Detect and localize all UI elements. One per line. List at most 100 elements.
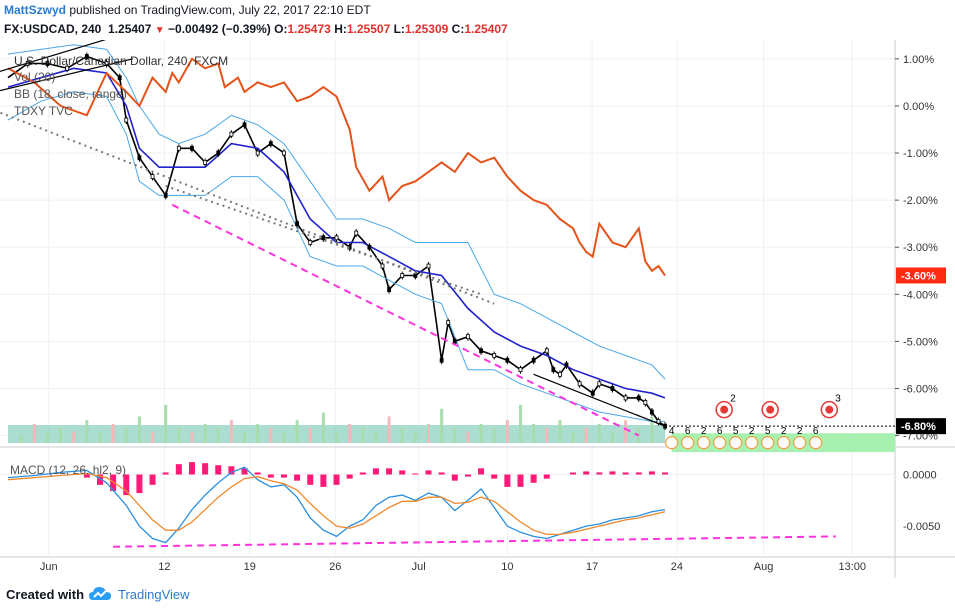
macd-histogram-bar <box>83 474 90 478</box>
open-value: 1.25473 <box>287 22 331 36</box>
trendline <box>171 203 640 437</box>
macd-histogram-bar <box>530 474 537 483</box>
price-tick-label: -1.00% <box>903 148 938 160</box>
macd-histogram-bar <box>504 474 511 487</box>
high-value: 1.25507 <box>346 22 391 36</box>
macd-histogram-bar <box>635 472 642 475</box>
macd-histogram-bar <box>491 474 498 479</box>
volume-bar <box>203 424 207 443</box>
price-tick-label: -3.00% <box>903 242 938 254</box>
volume-legend[interactable]: Vol (20) <box>14 70 55 84</box>
macd-histogram-bar <box>648 471 655 475</box>
volume-bar <box>256 424 260 443</box>
event-marker <box>745 436 759 450</box>
maple-leaf-icon <box>825 405 834 414</box>
volume-bar <box>558 420 562 443</box>
volume-bar <box>348 424 352 443</box>
event-count: 4 <box>669 426 675 437</box>
volume-bar <box>624 420 628 443</box>
candle-body <box>124 117 129 123</box>
macd-histogram-bar <box>254 472 261 475</box>
main-legend[interactable]: U.S. Dollar/Canadian Dollar, 240, FXCM <box>14 54 228 68</box>
volume-bar <box>427 424 431 443</box>
macd-tick-label: 0.0000 <box>903 470 937 482</box>
candle-body <box>380 263 385 269</box>
volume-bar <box>295 420 299 443</box>
volume-bar <box>190 431 194 443</box>
price-change: −0.00492 (−0.39%) <box>168 22 271 36</box>
candle-body <box>203 160 208 165</box>
candle-body <box>387 287 391 292</box>
macd-histogram-bar <box>399 470 406 475</box>
publish-text: published on TradingView.com, July 22, 2… <box>69 3 371 17</box>
macd-histogram-bar <box>333 474 340 485</box>
macd-line <box>7 466 666 544</box>
candle-body <box>577 381 582 387</box>
tradingview-link[interactable]: TradingView <box>118 587 190 602</box>
candle-body <box>308 240 313 245</box>
volume-bar <box>610 431 614 443</box>
volume-bar <box>571 431 575 443</box>
volume-bar <box>518 405 522 443</box>
macd-legend[interactable]: MACD (12, 26, hl2, 9) <box>10 463 126 477</box>
macd-histogram-bar <box>294 474 301 481</box>
volume-bar <box>19 435 23 443</box>
tradingview-cloud-icon <box>89 587 111 600</box>
macd-histogram-bar <box>267 474 274 478</box>
volume-bar <box>400 427 404 443</box>
macd-histogram-bar <box>123 474 130 496</box>
price-last-label-bg <box>896 418 946 435</box>
event-count: 2 <box>749 426 755 437</box>
price-tick-label: -6.00% <box>903 383 938 395</box>
created-with-text: Created with <box>6 587 85 602</box>
volume-bar <box>85 420 89 443</box>
macd-histogram-bar <box>175 464 182 475</box>
time-tick-label: 19 <box>244 561 256 573</box>
event-marker <box>761 436 775 450</box>
macd-histogram-bar <box>228 466 235 475</box>
volume-bar <box>45 431 49 443</box>
volume-bar <box>321 412 325 443</box>
bb-upper-band <box>7 44 666 380</box>
symbol-label[interactable]: FX:USDCAD, 240 <box>4 22 102 36</box>
candle-body <box>117 75 122 81</box>
candle-body <box>321 235 326 241</box>
maple-leaf-icon <box>766 405 775 414</box>
volume-bar <box>374 431 378 443</box>
candle-body <box>479 348 483 354</box>
volume-bar <box>98 431 102 443</box>
macd-histogram-bar <box>215 465 222 475</box>
volume-bar <box>413 431 417 443</box>
time-tick-label: 13:00 <box>839 561 867 573</box>
last-price: 1.25407 <box>108 22 152 36</box>
price-tick-label: 0.00% <box>903 101 934 113</box>
author-link[interactable]: MattSzwyd <box>4 3 67 17</box>
time-tick-label: 26 <box>329 561 341 573</box>
candle-body <box>242 122 247 128</box>
compare-legend[interactable]: TDXY TVC <box>14 104 73 118</box>
macd-histogram-bar <box>149 474 156 485</box>
open-label: O: <box>274 22 288 36</box>
volume-bar <box>335 431 339 443</box>
macd-histogram-bar <box>609 471 616 475</box>
price-tick-label: 1.00% <box>903 54 934 66</box>
macd-histogram-bar <box>96 474 103 485</box>
event-count: 2 <box>781 426 787 437</box>
low-label: L: <box>393 22 405 36</box>
volume-bar <box>229 420 233 443</box>
footer: Created with TradingView <box>0 578 955 612</box>
candle-body <box>531 357 536 363</box>
event-marker <box>681 436 695 450</box>
candle-body <box>558 371 562 377</box>
event-count: 5 <box>765 426 771 437</box>
bb-legend[interactable]: BB (18, close, range) <box>14 87 127 101</box>
volume-bar <box>151 431 155 443</box>
candle-body <box>65 65 70 71</box>
compare-series <box>7 57 666 277</box>
chart-area[interactable]: 1.00% 0.00% -1.00% -2.00% -3.00% -4.00% -5.00%… <box>0 40 955 578</box>
time-tick-label: 17 <box>586 561 598 573</box>
candle-body <box>354 230 359 236</box>
event-count: 6 <box>685 426 691 437</box>
down-arrow-icon: ▼ <box>154 25 165 36</box>
volume-bar <box>584 427 588 443</box>
